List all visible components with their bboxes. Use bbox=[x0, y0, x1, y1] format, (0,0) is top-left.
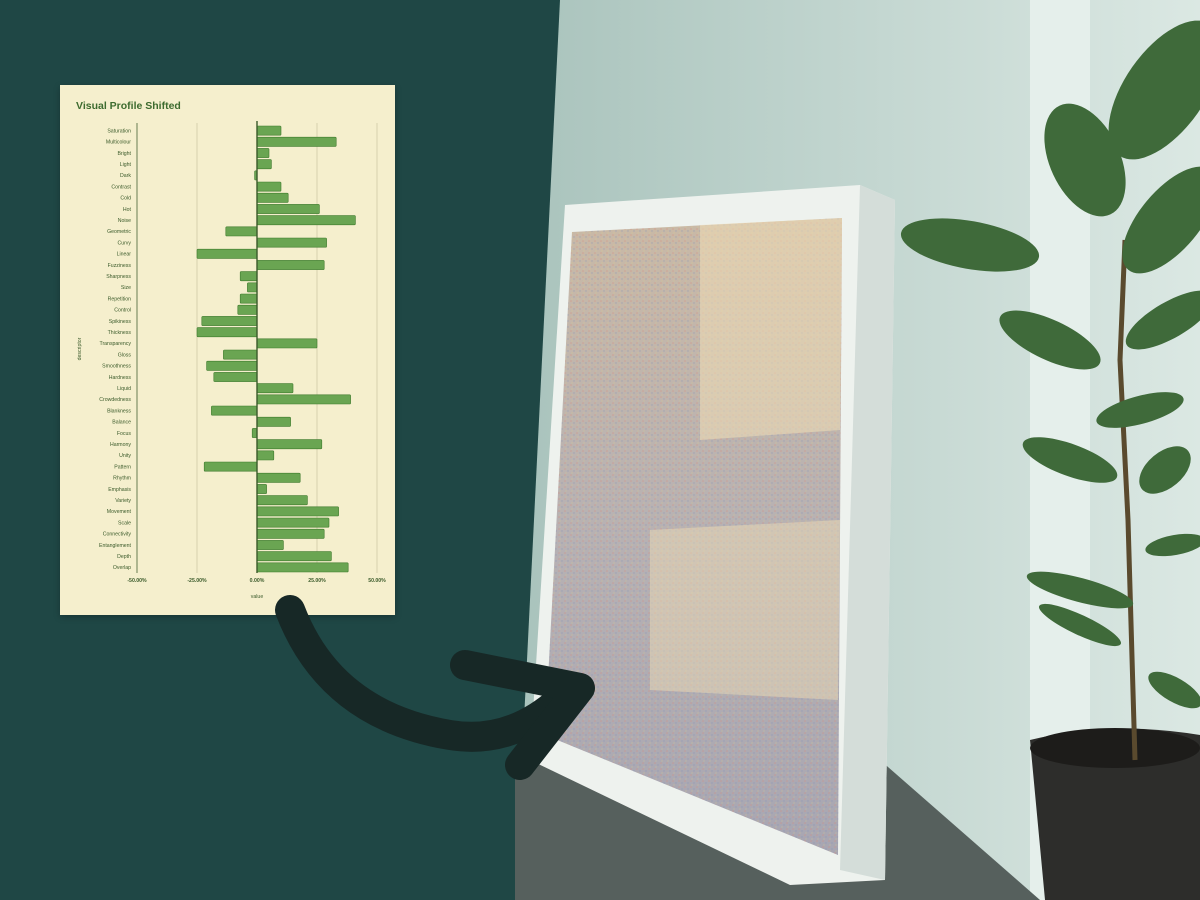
bar-gloss bbox=[223, 349, 258, 360]
bar-cold bbox=[256, 192, 289, 203]
y-tick-label: Movement bbox=[107, 509, 132, 515]
y-tick-label: Geometric bbox=[107, 229, 131, 235]
y-tick-label: Multicolour bbox=[106, 140, 131, 146]
y-tick-label: Cold bbox=[120, 196, 131, 202]
y-tick-label: Spikiness bbox=[109, 319, 132, 325]
bar-hot bbox=[256, 204, 320, 214]
bar-pattern bbox=[203, 461, 258, 472]
chart-title: Visual Profile Shifted bbox=[76, 100, 181, 112]
bar-harmony bbox=[256, 439, 323, 450]
bar-entanglement bbox=[256, 540, 284, 550]
bar-noise bbox=[256, 215, 356, 226]
y-tick-label: Connectivity bbox=[103, 532, 132, 538]
y-tick-label: Hot bbox=[123, 207, 132, 213]
y-tick-label: Repetition bbox=[108, 296, 131, 302]
y-tick-label: Scale bbox=[118, 520, 131, 526]
bar-repetition bbox=[239, 293, 258, 304]
bar-focus bbox=[251, 428, 258, 438]
bar-balance bbox=[256, 416, 291, 427]
y-tick-label: Saturation bbox=[107, 128, 131, 134]
y-tick-label: Contrast bbox=[111, 184, 131, 190]
y-tick-label: Size bbox=[121, 285, 131, 291]
bar-linear bbox=[196, 248, 258, 259]
bar-sharpness bbox=[239, 271, 258, 282]
y-tick-label: Linear bbox=[117, 252, 132, 258]
bar-blankness bbox=[211, 405, 258, 416]
bar-fuzziness bbox=[256, 260, 325, 270]
bar-curvy bbox=[256, 237, 327, 248]
y-tick-label: Overlap bbox=[113, 565, 131, 571]
bar-movement bbox=[256, 506, 339, 517]
plant-pot bbox=[1030, 728, 1200, 900]
y-axis-label: descriptor bbox=[77, 337, 83, 360]
bar-emphasis bbox=[256, 484, 267, 494]
y-tick-label: Emphasis bbox=[108, 487, 131, 493]
y-tick-label: Liquid bbox=[117, 386, 131, 392]
bar-light bbox=[256, 159, 272, 170]
bar-saturation bbox=[256, 125, 282, 136]
y-tick-label: Light bbox=[120, 162, 132, 168]
bar-transparency bbox=[256, 338, 318, 349]
bar-unity bbox=[256, 450, 275, 461]
y-tick-label: Pattern bbox=[114, 464, 131, 470]
bar-overlap bbox=[256, 562, 349, 573]
y-tick-label: Harmony bbox=[110, 442, 131, 448]
bar-depth bbox=[256, 551, 332, 562]
bar-variety bbox=[256, 495, 308, 506]
bar-multicolour bbox=[256, 136, 337, 147]
bar-crowdedness bbox=[256, 394, 351, 405]
y-tick-label: Entanglement bbox=[99, 543, 132, 549]
bar-spikiness bbox=[201, 316, 258, 326]
x-tick-label: -25.00% bbox=[187, 578, 207, 584]
y-tick-label: Unity bbox=[119, 453, 131, 459]
y-tick-label: Hardness bbox=[109, 375, 132, 381]
y-tick-label: Control bbox=[114, 308, 131, 314]
x-tick-label: 25.00% bbox=[308, 578, 326, 584]
x-axis-label: value bbox=[251, 594, 264, 600]
bar-chart: -50.00% -25.00% 0.00% 25.00% 50.00% Saturatio… bbox=[77, 121, 386, 600]
x-tick-label: -50.00% bbox=[127, 578, 147, 584]
y-tick-label: Sharpness bbox=[106, 274, 131, 280]
y-tick-label: Focus bbox=[117, 431, 132, 437]
y-tick-label: Depth bbox=[117, 554, 131, 560]
y-tick-label: Fuzziness bbox=[108, 263, 132, 269]
y-tick-label: Variety bbox=[115, 498, 131, 504]
y-tick-label: Smoothness bbox=[102, 364, 131, 370]
bar-geometric bbox=[225, 226, 258, 237]
y-tick-label: Noise bbox=[118, 218, 131, 224]
bar-contrast bbox=[256, 181, 282, 192]
bar-control bbox=[237, 304, 258, 315]
bar-smoothness bbox=[206, 360, 258, 371]
bar-connectivity bbox=[256, 528, 325, 539]
y-tick-label: Thickness bbox=[108, 330, 132, 336]
x-tick-label: 0.00% bbox=[250, 578, 265, 584]
chart-card: Visual Profile Shifted -50.00% -25.00% 0.0… bbox=[60, 85, 395, 615]
y-tick-label: Balance bbox=[112, 420, 131, 426]
y-tick-label: Transparency bbox=[99, 341, 131, 347]
y-tick-label: Gloss bbox=[118, 352, 132, 358]
bar-scale bbox=[256, 517, 330, 528]
y-tick-label: Dark bbox=[120, 173, 131, 179]
bar-thickness bbox=[196, 327, 258, 338]
y-tick-label: Blankness bbox=[107, 408, 131, 414]
bar-hardness bbox=[213, 372, 258, 382]
plant-leaves bbox=[900, 20, 1200, 709]
x-tick-label: 50.00% bbox=[368, 578, 386, 584]
y-tick-label: Curvy bbox=[117, 240, 131, 246]
bar-rhythm bbox=[256, 472, 301, 483]
y-tick-label: Crowdedness bbox=[99, 397, 131, 403]
y-tick-label: Rhythm bbox=[113, 476, 131, 482]
bar-liquid bbox=[256, 383, 294, 394]
bar-size bbox=[247, 282, 258, 293]
bar-bright bbox=[256, 148, 270, 158]
y-tick-label: Bright bbox=[117, 151, 131, 157]
